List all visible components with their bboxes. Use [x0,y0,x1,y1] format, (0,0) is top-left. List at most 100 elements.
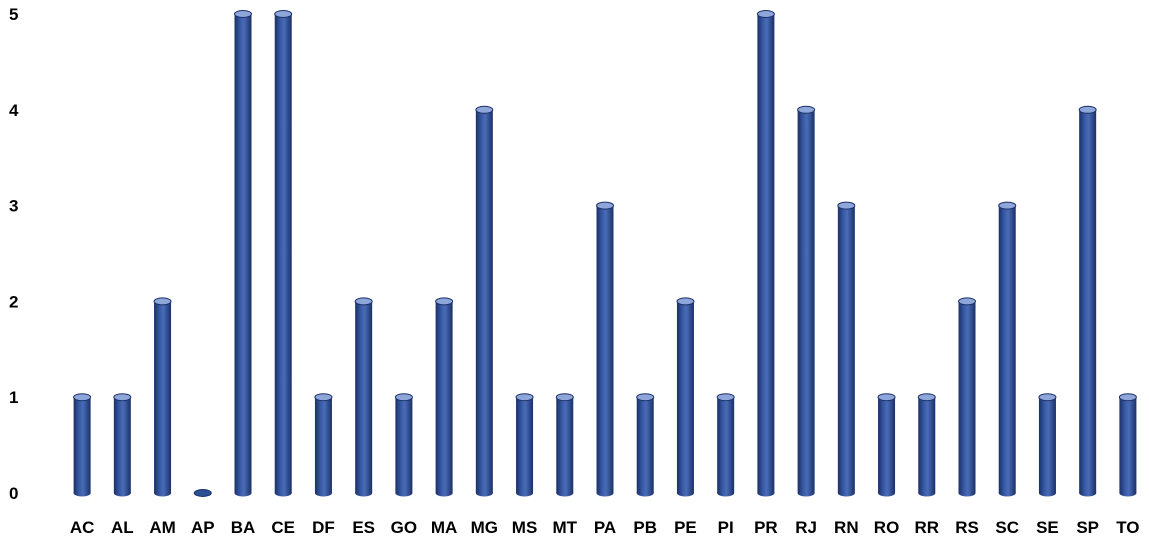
bar-rn [837,201,856,497]
bar-rs [958,297,976,497]
bar-se [1038,393,1057,497]
bar-top [837,201,856,210]
bar-pb [636,393,655,497]
bar-base [314,489,332,497]
bar-top [274,10,293,18]
bar-body [556,397,574,493]
bar-base [636,489,654,497]
bar-base [355,489,373,497]
bar-body [878,397,896,493]
bar-body [73,397,91,493]
x-tick-label: PR [754,518,778,537]
x-tick-label: DF [312,518,335,537]
y-tick-label: 0 [9,484,18,503]
bar-base [757,489,775,497]
bar-am [153,297,172,497]
bar-go [394,393,413,497]
bar-body [113,397,131,493]
bar-es [354,297,373,497]
x-tick-label: ES [352,518,375,537]
bar-to [1118,393,1137,497]
bar-body [837,205,855,493]
x-tick-label: SP [1076,518,1099,537]
bar-body [234,14,252,493]
bar-mg [475,105,494,497]
bar-pi [716,393,735,497]
bar-body [918,397,936,493]
bar-body [395,397,413,493]
x-tick-label: PA [594,518,616,537]
bar-top [234,10,252,18]
bar-body [596,205,614,493]
bar-sp [1078,105,1097,497]
bar-top [73,393,92,402]
bar-body [475,109,493,494]
bar-ce [274,10,293,497]
bar-body [435,301,453,493]
x-tick-label: MS [512,518,538,537]
bar-top [435,297,454,306]
x-axis: AC AL AM AP BA CE DF ES GO MA MG MS MT PA PB PE PI PR RJ RN… [70,518,1140,537]
bar-pa [596,201,614,497]
x-tick-label: RS [955,518,979,537]
bar-rr [917,393,936,497]
bars [73,10,1137,497]
x-tick-label: BA [231,518,256,537]
x-tick-label: SE [1036,518,1059,537]
bar-ap [193,489,212,497]
bar-base [998,489,1016,497]
bar-body [274,14,292,493]
bar-base [234,489,252,497]
bar-top [1038,393,1057,402]
x-tick-label: MT [553,518,578,537]
bar-base [837,489,855,497]
bar-body [1119,397,1137,493]
bar-base [113,489,131,497]
bar-top [797,105,816,114]
bar-body [355,301,373,493]
x-tick-label: PB [633,518,657,537]
x-tick-label: RO [874,518,900,537]
y-tick-label: 5 [9,5,18,24]
x-tick-label: RJ [795,518,817,537]
bar-top [958,297,976,306]
bar-body [154,301,172,493]
bar-pe [676,297,695,497]
x-tick-label: AL [111,518,134,537]
bar-base [1119,489,1137,497]
bar-body [998,205,1016,493]
bar-base [596,489,614,497]
x-tick-label: PI [718,518,734,537]
bar-base [878,489,896,497]
bar-base [676,489,694,497]
bar-base [918,489,936,497]
bar-body [717,397,735,493]
bar-al [113,393,132,497]
bar-ro [877,393,896,497]
bar-base [154,489,172,497]
x-tick-label: RR [914,518,939,537]
y-tick-label: 4 [9,101,19,120]
bar-body [757,14,775,493]
x-tick-label: RN [834,518,859,537]
bar-top [314,393,333,402]
bar-top [1118,393,1137,402]
x-tick-label: AP [191,518,215,537]
bar-top [636,393,655,402]
bar-body [314,397,332,493]
x-tick-label: AC [70,518,95,537]
bar-top [998,201,1017,210]
bar-top [756,10,775,18]
bar-df [314,393,333,497]
x-tick-label: MA [431,518,457,537]
bar-sc [998,201,1017,497]
bar-base [516,489,534,497]
bar-top [716,393,735,402]
bar-base [717,489,735,497]
bar-base [556,489,574,497]
bar-body [797,109,815,494]
bar-top [555,393,574,402]
bar-rj [797,105,816,497]
bar-base [395,489,413,497]
